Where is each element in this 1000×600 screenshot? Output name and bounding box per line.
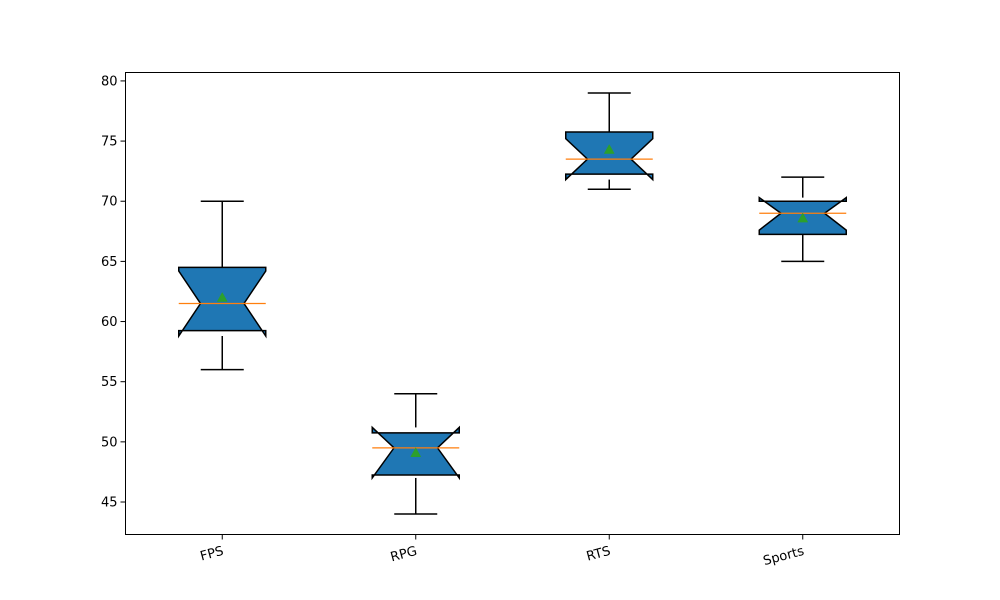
mean-marker-sports <box>797 212 809 223</box>
box-body-rts <box>565 131 654 182</box>
axes-frame <box>125 72 900 535</box>
y-tick-label-55: 55 <box>101 375 118 390</box>
y-axis: 45 50 55 60 65 70 75 80 <box>101 74 126 511</box>
boxes-layer <box>178 92 847 515</box>
mean-marker-rpg <box>410 447 422 457</box>
y-tick-label-80: 80 <box>101 74 118 89</box>
mean-marker-rts <box>603 143 615 154</box>
x-tick-label-rts: RTS <box>585 544 612 565</box>
box-group-fps <box>178 200 267 371</box>
y-tick-label-50: 50 <box>101 435 118 450</box>
box-group-rpg <box>371 392 460 515</box>
y-tick-label-60: 60 <box>101 315 118 330</box>
mean-marker-fps <box>216 291 228 302</box>
x-tick-label-fps: FPS <box>199 544 226 565</box>
y-tick-label-70: 70 <box>101 195 118 210</box>
y-tick-label-45: 45 <box>101 496 118 511</box>
box-group-rts <box>565 92 654 190</box>
box-group-sports <box>758 176 847 263</box>
y-tick-label-75: 75 <box>101 135 118 150</box>
x-tick-label-rpg: RPG <box>389 544 419 565</box>
y-tick-label-65: 65 <box>101 255 118 270</box>
